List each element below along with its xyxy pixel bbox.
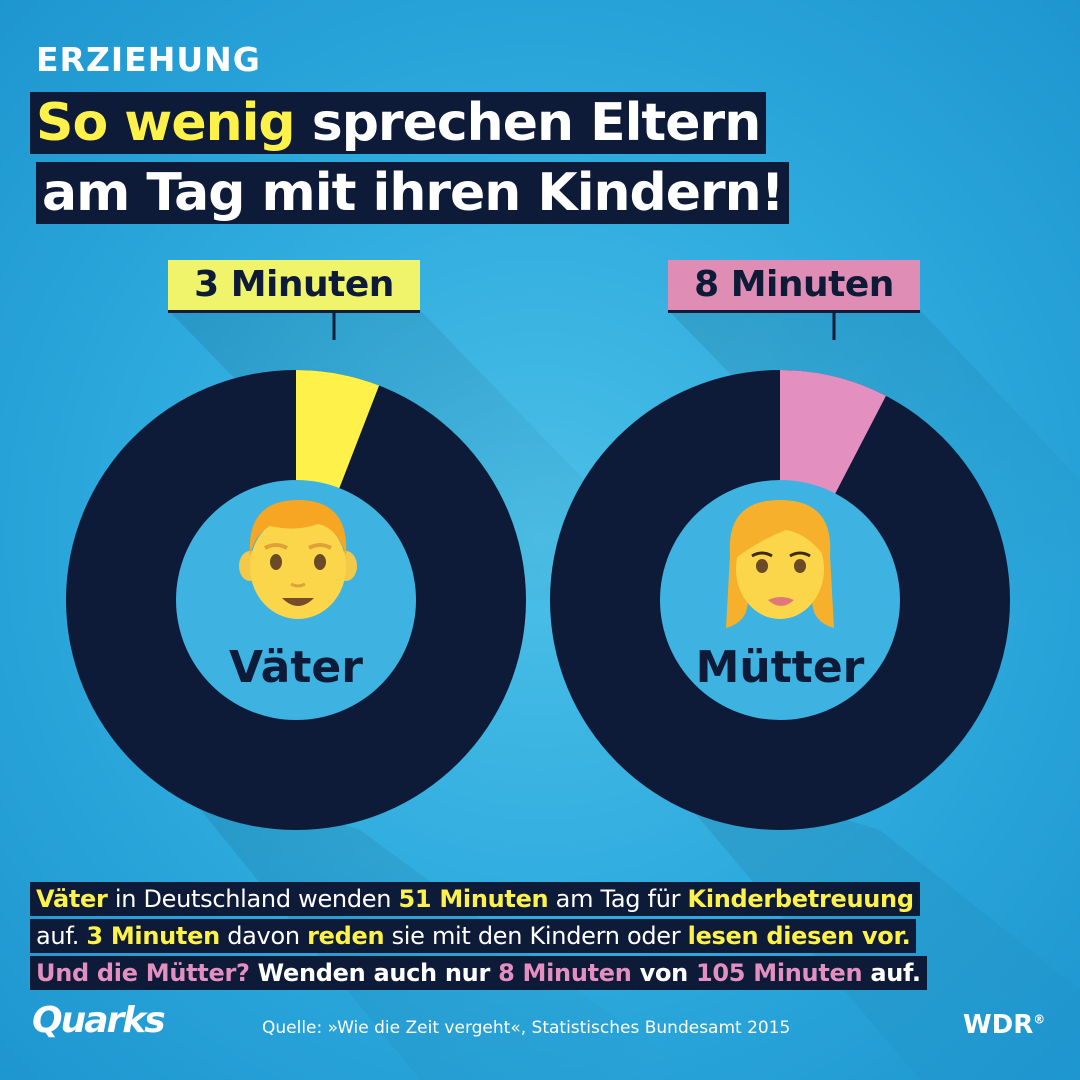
- quarks-logo: Quarks: [32, 1000, 166, 1041]
- wdr-logo-text: WDR: [963, 1010, 1034, 1040]
- body-line-2: auf. 3 Minuten davon reden sie mit den K…: [30, 919, 917, 953]
- category-label-mothers: Mütter: [695, 642, 865, 693]
- body-highlight: 51 Minuten: [398, 885, 549, 913]
- body-line-3: Und die Mütter? Wenden auch nur 8 Minute…: [30, 956, 927, 990]
- body-span: auf.: [862, 959, 921, 987]
- body-text: Väter in Deutschland wenden 51 Minuten a…: [30, 882, 927, 993]
- body-span: am Tag für: [548, 885, 688, 913]
- headline-line-1-rest: sprechen Eltern: [294, 93, 761, 153]
- father-emoji-icon: [239, 500, 357, 619]
- body-highlight: 3 Minuten: [86, 922, 220, 950]
- wdr-logo-mark: ®: [1033, 1012, 1046, 1027]
- headline: So wenig sprechen Eltern am Tag mit ihre…: [30, 92, 790, 224]
- headline-line-2: am Tag mit ihren Kindern!: [36, 162, 790, 224]
- body-span: von: [631, 959, 696, 987]
- body-highlight: Väter: [36, 885, 108, 913]
- body-span: auf.: [36, 922, 87, 950]
- value-label-fathers: 3 Minuten: [168, 260, 420, 313]
- body-span: in Deutschland wenden: [107, 885, 399, 913]
- kicker-label: ERZIEHUNG: [36, 40, 261, 79]
- body-span: sie mit den Kindern oder: [384, 922, 688, 950]
- body-span: davon: [219, 922, 308, 950]
- headline-line-1: So wenig sprechen Eltern: [30, 92, 767, 154]
- body-highlight: Kinderbetreuung: [687, 885, 914, 913]
- body-highlight: 8 Minuten: [498, 959, 632, 987]
- body-line-1: Väter in Deutschland wenden 51 Minuten a…: [30, 882, 920, 916]
- body-highlight: 105 Minuten: [695, 959, 863, 987]
- category-label-fathers: Väter: [229, 642, 363, 693]
- body-highlight: lesen diesen vor.: [687, 922, 911, 950]
- body-highlight: Und die Mütter?: [36, 959, 250, 987]
- value-label-mothers: 8 Minuten: [668, 260, 920, 313]
- source-note: Quelle: »Wie die Zeit vergeht«, Statisti…: [262, 1018, 791, 1038]
- body-highlight: reden: [307, 922, 385, 950]
- mother-emoji-icon: [726, 500, 834, 628]
- headline-accent: So wenig: [36, 93, 296, 153]
- body-span: Wenden auch nur: [249, 959, 499, 987]
- wdr-logo: WDR®: [963, 1010, 1045, 1040]
